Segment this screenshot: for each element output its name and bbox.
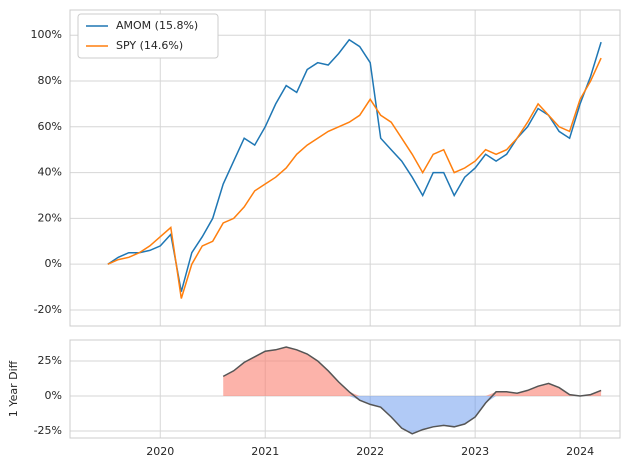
diff-line (222, 346, 602, 435)
axes-frame (69, 339, 621, 439)
y-tick-label: -20% (34, 303, 62, 316)
x-tick-label: 2023 (461, 445, 489, 458)
y-tick-label: 40% (38, 166, 62, 179)
x-tick-label: 2024 (566, 445, 594, 458)
y-tick-label: 25% (38, 354, 62, 367)
x-tick-label: 2022 (356, 445, 384, 458)
negative-area (223, 396, 602, 434)
y-tick-label: 80% (38, 74, 62, 87)
x-tick-label: 2020 (146, 445, 174, 458)
y-tick-label: -25% (34, 424, 62, 437)
x-tick-label: 2021 (251, 445, 279, 458)
y-tick-label: 20% (38, 211, 62, 224)
legend: AMOM (15.8%) SPY (14.6%) (77, 13, 219, 59)
legend-box (77, 13, 219, 59)
y-axis-label: 1 Year Diff (7, 360, 20, 417)
axes-frame (69, 9, 621, 327)
y-tick-label: 60% (38, 120, 62, 133)
legend-label: SPY (14.6%) (116, 39, 183, 52)
positive-area (223, 347, 602, 396)
y-tick-label: 0% (45, 257, 62, 270)
y-tick-label: 0% (45, 389, 62, 402)
legend-label: AMOM (15.8%) (116, 19, 198, 32)
data-line (107, 57, 602, 299)
y-tick-label: 100% (31, 28, 62, 41)
